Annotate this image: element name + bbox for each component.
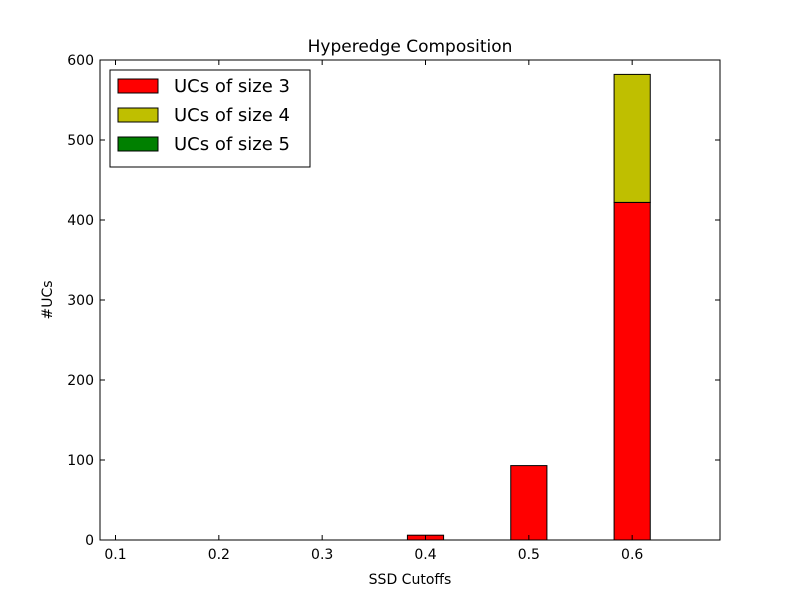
x-tick-label: 0.3 [311,547,333,563]
bar-3-at-0.5 [510,465,548,541]
x-tick-label: 0.2 [208,547,230,563]
y-tick-label: 600 [67,53,94,69]
legend-swatch [117,107,159,123]
legend-label: UCs of size 5 [174,134,290,155]
legend: UCs of size 3 UCs of size 4 UCs of size 5 [109,69,311,168]
x-tick-label: 0.6 [621,547,643,563]
y-tick-label: 0 [85,533,94,549]
x-axis-label: SSD Cutoffs [369,572,452,588]
y-tick-label: 300 [67,293,94,309]
legend-swatch [117,136,159,152]
ticks-layer: 0.1 0.2 0.3 0.4 0.5 0.6 0 100 200 300 400 500 600 [67,53,720,563]
y-tick-label: 200 [67,373,94,389]
x-tick-label: 0.4 [414,547,436,563]
legend-label: UCs of size 4 [174,105,290,126]
bar-4-at-0.6 [613,73,651,203]
y-tick-label: 500 [67,133,94,149]
bars-layer [406,73,651,541]
x-tick-label: 0.1 [104,547,126,563]
legend-label: UCs of size 3 [174,76,290,97]
y-tick-label: 400 [67,213,94,229]
bar-3-at-0.6 [613,201,651,541]
y-tick-label: 100 [67,453,94,469]
chart-title: Hyperedge Composition [308,37,513,57]
y-axis-label: #UCs [40,280,56,319]
x-tick-label: 0.5 [518,547,540,563]
legend-swatch [117,78,159,94]
